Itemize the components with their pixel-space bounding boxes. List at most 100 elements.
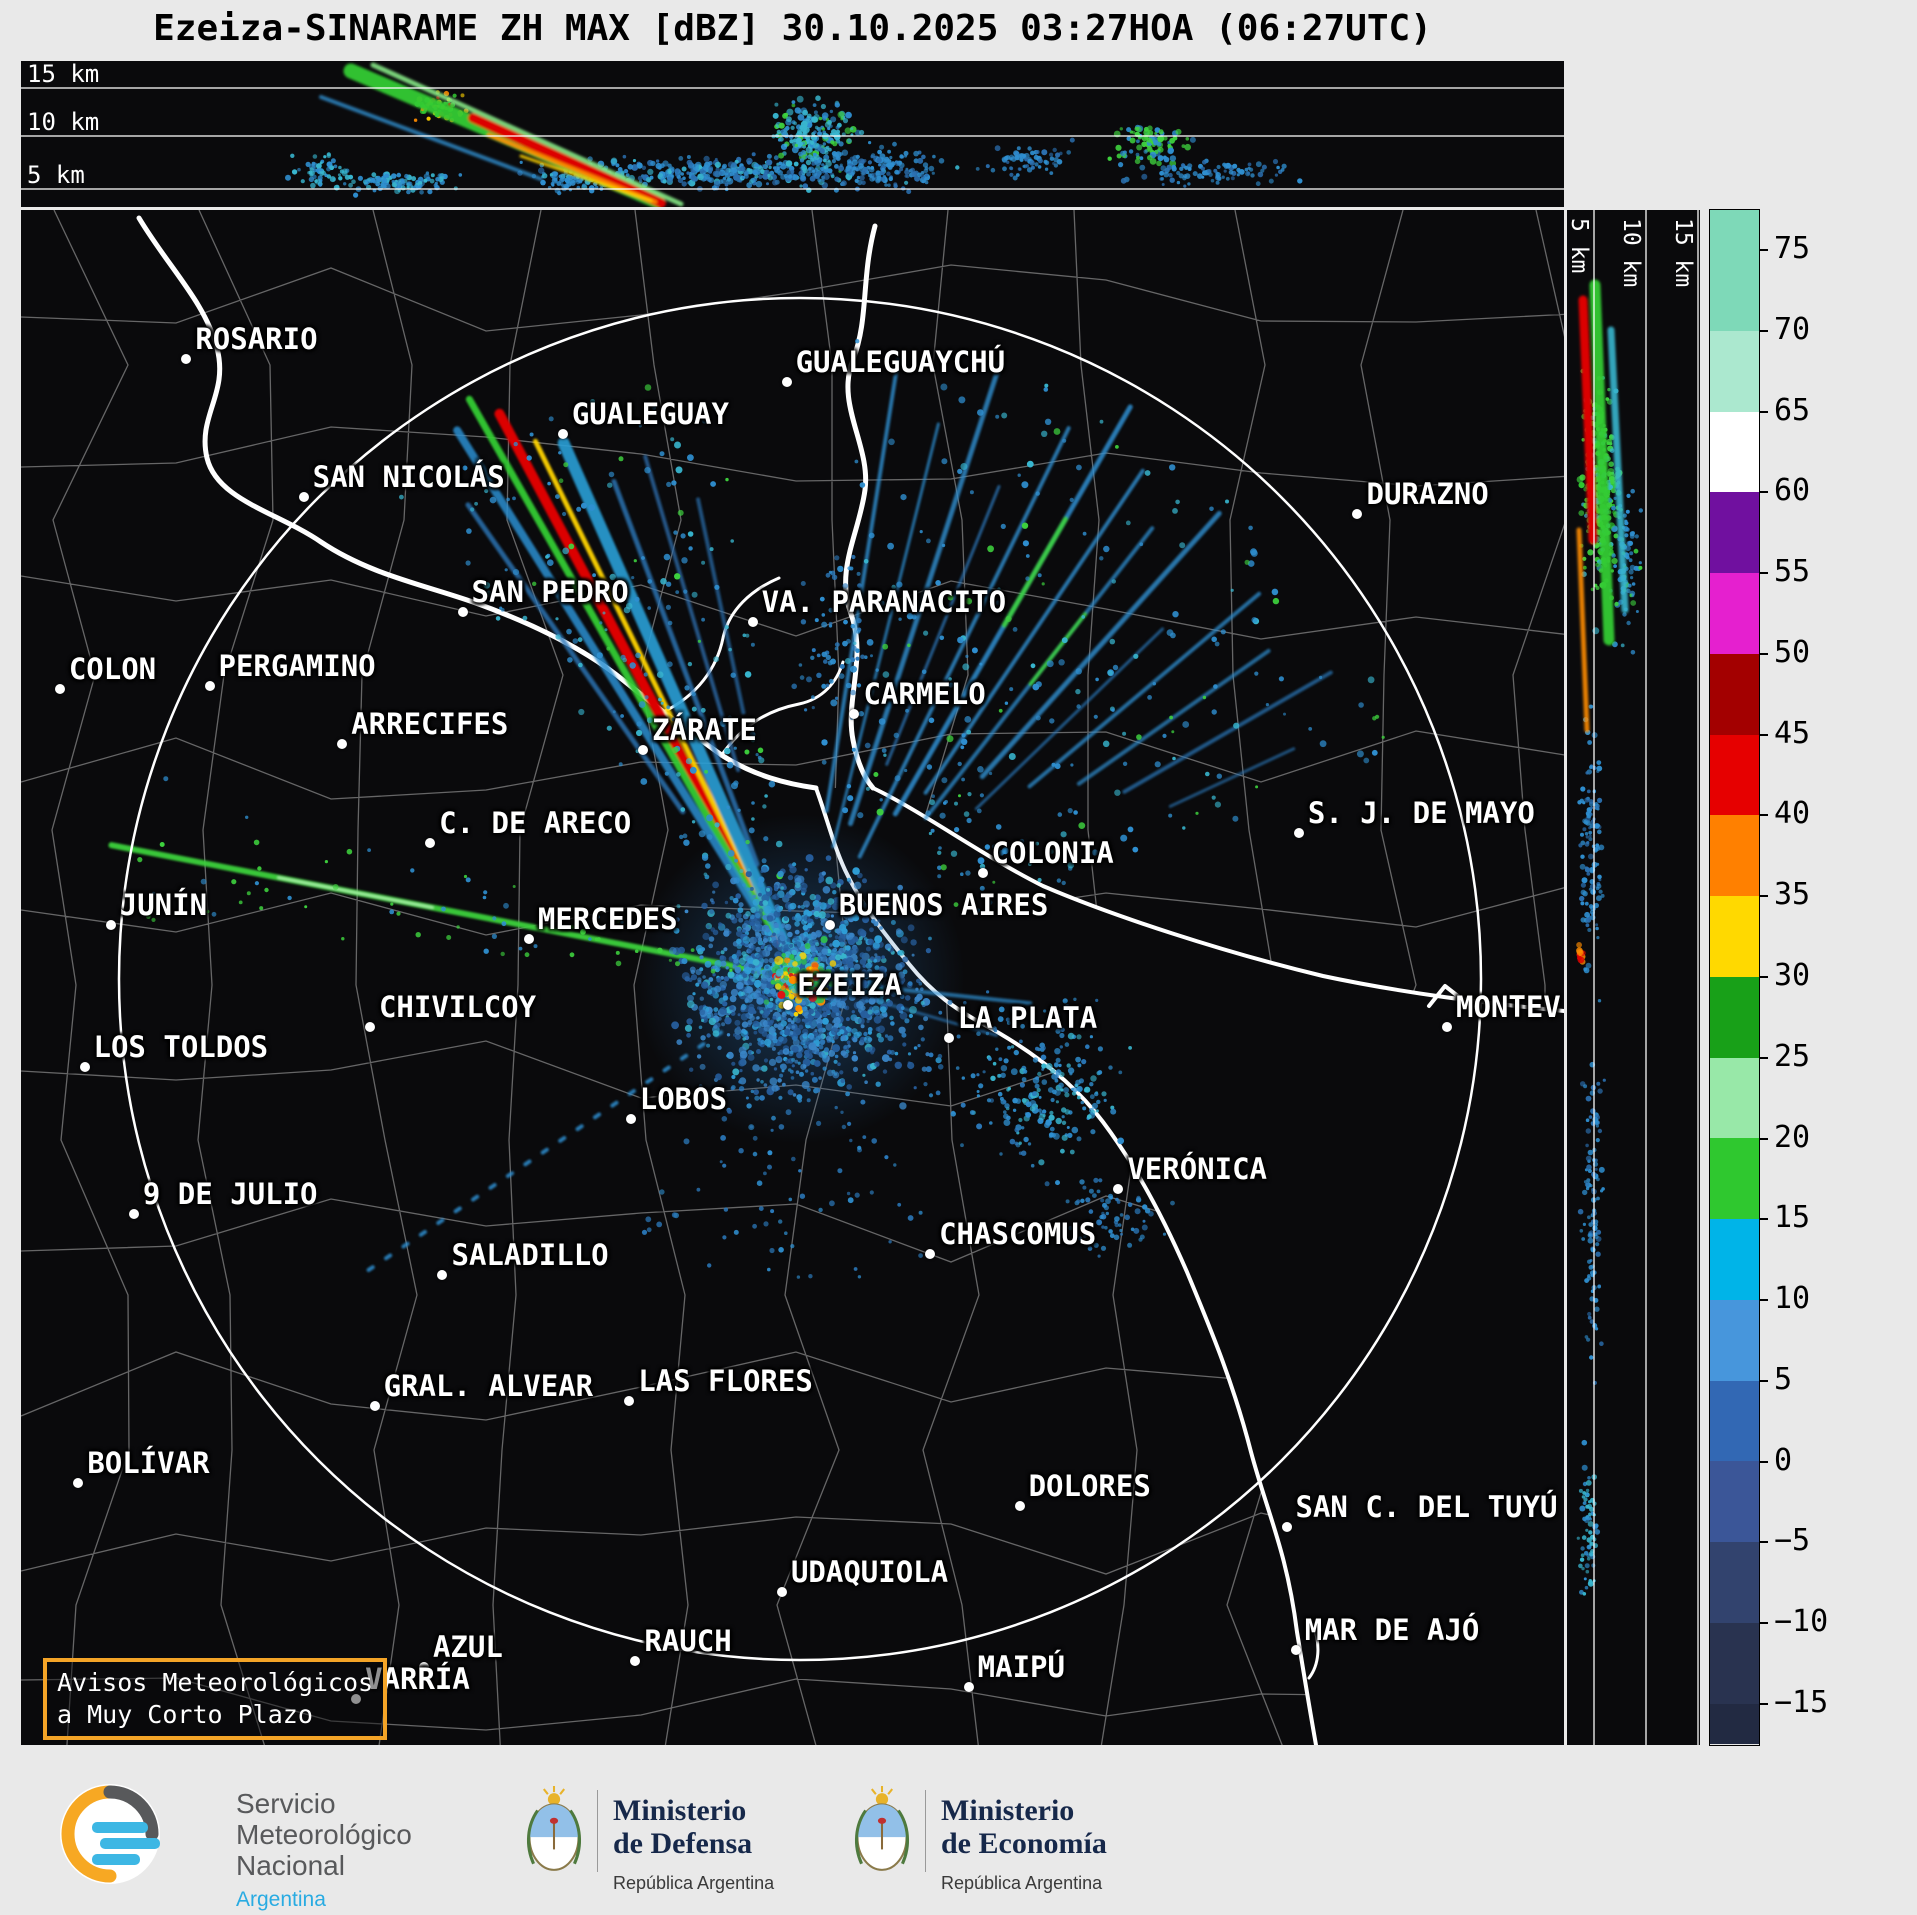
city-label: UDAQUIOLA bbox=[790, 1554, 949, 1589]
city-label: ROSARIO bbox=[195, 322, 318, 357]
echo-beam bbox=[979, 510, 1222, 780]
city-label: BOLÍVAR bbox=[87, 1445, 210, 1480]
colorbar-tick bbox=[1759, 1379, 1768, 1382]
city-dot bbox=[849, 708, 860, 719]
city-label: VA. PARANACITO bbox=[761, 584, 1007, 619]
city-dot bbox=[783, 1000, 794, 1011]
city-label: SAN NICOLÁS bbox=[312, 460, 505, 495]
echo-beam bbox=[357, 1030, 723, 1279]
city-dot bbox=[747, 616, 758, 627]
city-label: CARMELO bbox=[863, 676, 986, 711]
colorbar-tick bbox=[1759, 733, 1768, 736]
colorbar-tick-label: 15 bbox=[1774, 1200, 1811, 1236]
city-label: S. J. DE MAYO bbox=[1307, 796, 1535, 831]
echo-beam bbox=[1168, 747, 1296, 808]
smn-logo-icon bbox=[60, 1784, 160, 1884]
city-dot bbox=[204, 681, 215, 691]
right-height-label-10km: 10 km bbox=[1618, 218, 1644, 288]
defensa-wordmark: Ministerio de Defensa República Argentin… bbox=[613, 1794, 774, 1900]
footer: Servicio Meteorológico Nacional Argentin… bbox=[0, 1782, 1917, 1911]
top-cross-section-plot bbox=[21, 62, 1564, 207]
city-dot bbox=[776, 1586, 787, 1597]
colorbar-tick-label: 0 bbox=[1774, 1442, 1793, 1478]
city-dot bbox=[54, 684, 65, 695]
city-label: LOS TOLDOS bbox=[93, 1029, 269, 1064]
city-dot bbox=[351, 1694, 362, 1705]
city-dot bbox=[337, 739, 348, 750]
colorbar-segment bbox=[1710, 1623, 1759, 1704]
city-label: RAUCH bbox=[644, 1623, 732, 1658]
right-cross-section-plot bbox=[1576, 210, 1699, 1745]
echo-beam bbox=[824, 358, 901, 813]
city-dot bbox=[105, 920, 116, 931]
city-dot bbox=[418, 1661, 429, 1672]
colorbar-segment bbox=[1710, 573, 1759, 654]
echo-beam bbox=[465, 395, 777, 936]
colorbar-tick bbox=[1759, 1541, 1768, 1544]
city-dot bbox=[1014, 1500, 1025, 1511]
echo-beam bbox=[465, 502, 686, 815]
city-label: DURAZNO bbox=[1366, 477, 1489, 512]
colorbar-segment bbox=[1710, 1299, 1759, 1381]
city-dot bbox=[1293, 828, 1304, 839]
city-label: LAS FLORES bbox=[638, 1364, 813, 1399]
city-dot bbox=[457, 607, 468, 618]
economia-wordmark: Ministerio de Economía República Argenti… bbox=[941, 1794, 1107, 1900]
smn-line-1: Servicio bbox=[236, 1788, 336, 1819]
right-height-gridlines bbox=[1593, 210, 1699, 1745]
city-dot bbox=[625, 1113, 636, 1124]
colorbar-tick-label: 35 bbox=[1774, 877, 1811, 913]
colorbar-tick bbox=[1759, 1218, 1768, 1221]
echo-beam bbox=[532, 438, 773, 921]
colorbar-segment bbox=[1710, 653, 1759, 735]
colorbar-segment bbox=[1710, 330, 1759, 412]
colorbar-tick-label: −15 bbox=[1774, 1685, 1829, 1720]
ministerio-defensa-block: Ministerio de Defensa República Argentin… bbox=[523, 1786, 853, 1896]
echo-beam bbox=[848, 361, 1003, 827]
city-label: LA PLATA bbox=[957, 1000, 1098, 1035]
right-height-label-15km: 15 km bbox=[1670, 218, 1696, 288]
colorbar-segment bbox=[1710, 1057, 1759, 1139]
colorbar-tick bbox=[1759, 1622, 1768, 1625]
echo-beam bbox=[696, 497, 746, 715]
city-dot bbox=[437, 1270, 448, 1281]
colorbar-segment bbox=[1710, 734, 1759, 816]
city-label: CHIVILCOY bbox=[378, 989, 537, 1024]
montevideo-peninsula bbox=[1427, 984, 1465, 1008]
colorbar-tick-label: 10 bbox=[1774, 1281, 1811, 1317]
city-label: GUALEGUAY bbox=[571, 397, 729, 432]
top-cross-section-panel: 15 km 10 km 5 km bbox=[21, 61, 1564, 207]
defensa-line-1: Ministerio bbox=[613, 1794, 747, 1827]
echo-beam bbox=[611, 478, 760, 867]
city-label: SAN PEDRO bbox=[471, 575, 629, 610]
city-dot bbox=[181, 354, 192, 365]
city-dot bbox=[925, 1248, 936, 1259]
colorbar-tick bbox=[1759, 410, 1768, 413]
city-dot bbox=[638, 745, 649, 756]
height-label-15km: 15 km bbox=[27, 61, 100, 88]
colorbar-tick-label: −5 bbox=[1774, 1523, 1811, 1559]
colorbar-tick bbox=[1759, 1703, 1768, 1705]
right-height-label-5km: 5 km bbox=[1567, 218, 1592, 274]
uruguayan-coast bbox=[871, 786, 1564, 1013]
colorbar-tick bbox=[1759, 572, 1768, 575]
colorbar-segment bbox=[1710, 250, 1759, 331]
san-clemente-spit bbox=[1307, 1623, 1320, 1680]
colorbar-tick-label: 30 bbox=[1774, 958, 1811, 993]
colorbar-tick bbox=[1759, 1056, 1768, 1059]
city-label: LOBOS bbox=[639, 1081, 728, 1116]
colorbar-tick-label: 25 bbox=[1774, 1038, 1811, 1074]
city-dot bbox=[630, 1655, 641, 1666]
estuary-water-area bbox=[816, 788, 1564, 1745]
colorbar-tick-label: 20 bbox=[1774, 1119, 1811, 1155]
city-dot bbox=[963, 1681, 974, 1692]
colorbar-segment bbox=[1710, 1703, 1759, 1744]
map-panel: ROSARIO GUALEGUAYCHÚ GUALEGUAY SAN NICOLÁS D… bbox=[21, 210, 1564, 1745]
city-label: EZEIZA bbox=[797, 968, 902, 1003]
city-label: DOLORES bbox=[1028, 1468, 1151, 1503]
city-dot bbox=[1441, 1021, 1452, 1032]
echo-beam bbox=[831, 422, 940, 849]
city-dot bbox=[369, 1400, 380, 1411]
echo-beam bbox=[974, 627, 1165, 811]
